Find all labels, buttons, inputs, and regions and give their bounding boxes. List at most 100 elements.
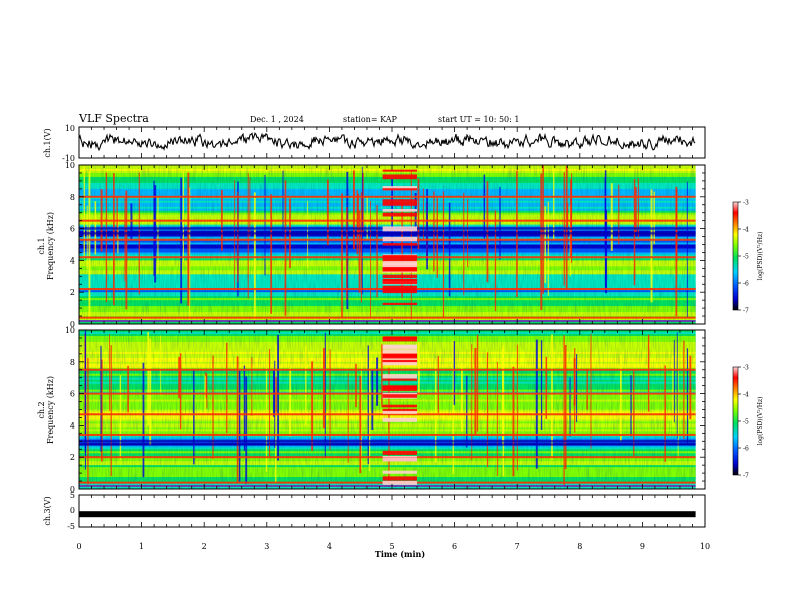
colorbar-ch1-ticks: -3 -4 -5 -6 -7 — [738, 200, 749, 315]
sferic-line — [247, 173, 249, 299]
colorbar-ch2-label: log(PSD)(V²/Hz) — [757, 397, 764, 446]
ch3-panel: 5 0 -5 ch.3(V) — [43, 491, 706, 531]
burst-stripe — [382, 476, 418, 481]
time-tick-label: 2 — [202, 542, 207, 551]
emission-band — [79, 219, 696, 222]
burst-stripe — [382, 279, 418, 284]
header-start-time: start UT = 10: 50: 1 — [438, 115, 519, 124]
sferic-line — [502, 344, 505, 477]
sferic-line — [110, 345, 112, 477]
burst-stripe — [382, 408, 418, 412]
ch3-constant-trace — [79, 511, 696, 518]
sferic-line — [237, 191, 239, 283]
sferic-line — [355, 363, 357, 408]
sferic-line — [494, 210, 497, 312]
sferic-line — [357, 193, 359, 237]
burst-stripe — [382, 470, 418, 474]
low-frequency-line — [79, 485, 696, 487]
sferic-line — [243, 365, 246, 451]
colorbar-tick-label: -6 — [743, 446, 749, 453]
burst-stripe — [382, 362, 418, 366]
ch2-spectrogram-ticks — [78, 329, 706, 490]
burst-stripe — [382, 302, 418, 306]
burst-stripe — [382, 236, 418, 242]
sferic-line — [483, 174, 486, 239]
sferic-line — [360, 192, 363, 303]
time-tick-label: 7 — [515, 542, 520, 551]
sferic-line — [205, 372, 207, 398]
sferic-line — [101, 359, 103, 462]
burst-stripe — [382, 186, 418, 191]
sferic-line — [686, 181, 688, 318]
sferic-line — [689, 355, 692, 420]
sferic-line — [234, 180, 236, 291]
sferic-line — [282, 170, 284, 237]
sferic-line — [590, 333, 592, 449]
burst-stripe — [382, 354, 418, 359]
frequency-tick-label: 8 — [70, 193, 75, 202]
sferic-line — [677, 358, 679, 460]
sferic-line — [277, 334, 280, 461]
sferic-line — [633, 179, 636, 286]
burst-stripe — [382, 255, 418, 260]
frequency-tick-label: 8 — [70, 358, 75, 367]
sferic-line — [275, 376, 277, 413]
sferic-line — [569, 377, 571, 437]
burst-stripe — [382, 259, 418, 263]
ch3-ticks — [78, 495, 706, 527]
sferic-line — [324, 332, 326, 459]
time-axis-tick-labels: 0 1 2 3 4 5 6 7 8 9 10 — [76, 542, 710, 551]
sferic-line — [130, 203, 133, 240]
sferic-line — [329, 349, 331, 450]
sferic-line — [238, 370, 241, 482]
sferic-line — [245, 376, 248, 484]
sferic-line — [653, 191, 655, 245]
frequency-tick-label: 10 — [65, 161, 75, 170]
colorbar-tick-label: -5 — [743, 254, 749, 261]
sferic-line — [574, 348, 576, 433]
ch3-ylabel: ch.3(V) — [43, 496, 52, 525]
sferic-line — [86, 205, 88, 270]
colorbar-tick-label: -3 — [743, 365, 749, 372]
quiet-band — [79, 232, 696, 235]
sferic-line — [125, 190, 128, 310]
sferic-line — [474, 348, 477, 435]
emission-band — [79, 368, 696, 371]
sferic-line — [109, 333, 111, 411]
sferic-line — [360, 355, 362, 471]
burst-stripe — [382, 410, 418, 414]
header-date: Dec. 1 , 2024 — [250, 115, 304, 124]
burst-stripe — [382, 188, 418, 191]
ch1-ytick-bottom: -10 — [62, 154, 75, 163]
frequency-tick-label: 6 — [70, 225, 75, 234]
colorbar-ch1-label: log(PSD)(V²/Hz) — [757, 232, 764, 281]
sferic-line — [361, 166, 363, 295]
sferic-line — [376, 204, 378, 298]
sferic-line — [471, 344, 473, 461]
sferic-line — [453, 340, 456, 405]
ch2-spectrogram-ytick-labels: 0 2 4 6 8 10 — [65, 326, 75, 494]
burst-stripe — [382, 261, 418, 266]
sferic-line — [212, 355, 214, 459]
ch1-spectrogram-ylabel-frequency: Frequency (kHz) — [46, 212, 55, 280]
sferic-line — [448, 202, 451, 297]
sferic-line — [353, 170, 355, 250]
burst-stripe — [382, 288, 418, 294]
sferic-line — [637, 178, 639, 238]
sferic-line — [422, 188, 424, 240]
burst-stripe — [382, 450, 418, 455]
sferic-line — [193, 369, 195, 465]
sferic-line — [442, 191, 445, 319]
sferic-line — [540, 173, 543, 311]
sferic-line — [551, 334, 553, 460]
ch1-spectrogram-ylabel-channel: ch.1 — [37, 237, 46, 254]
sferic-line — [486, 181, 489, 283]
emission-band — [79, 433, 696, 436]
colorbar-tick-label: -3 — [743, 200, 749, 207]
sferic-line — [633, 369, 635, 457]
burst-stripe — [382, 263, 418, 268]
sferic-line — [540, 340, 543, 430]
sferic-line — [347, 372, 349, 463]
